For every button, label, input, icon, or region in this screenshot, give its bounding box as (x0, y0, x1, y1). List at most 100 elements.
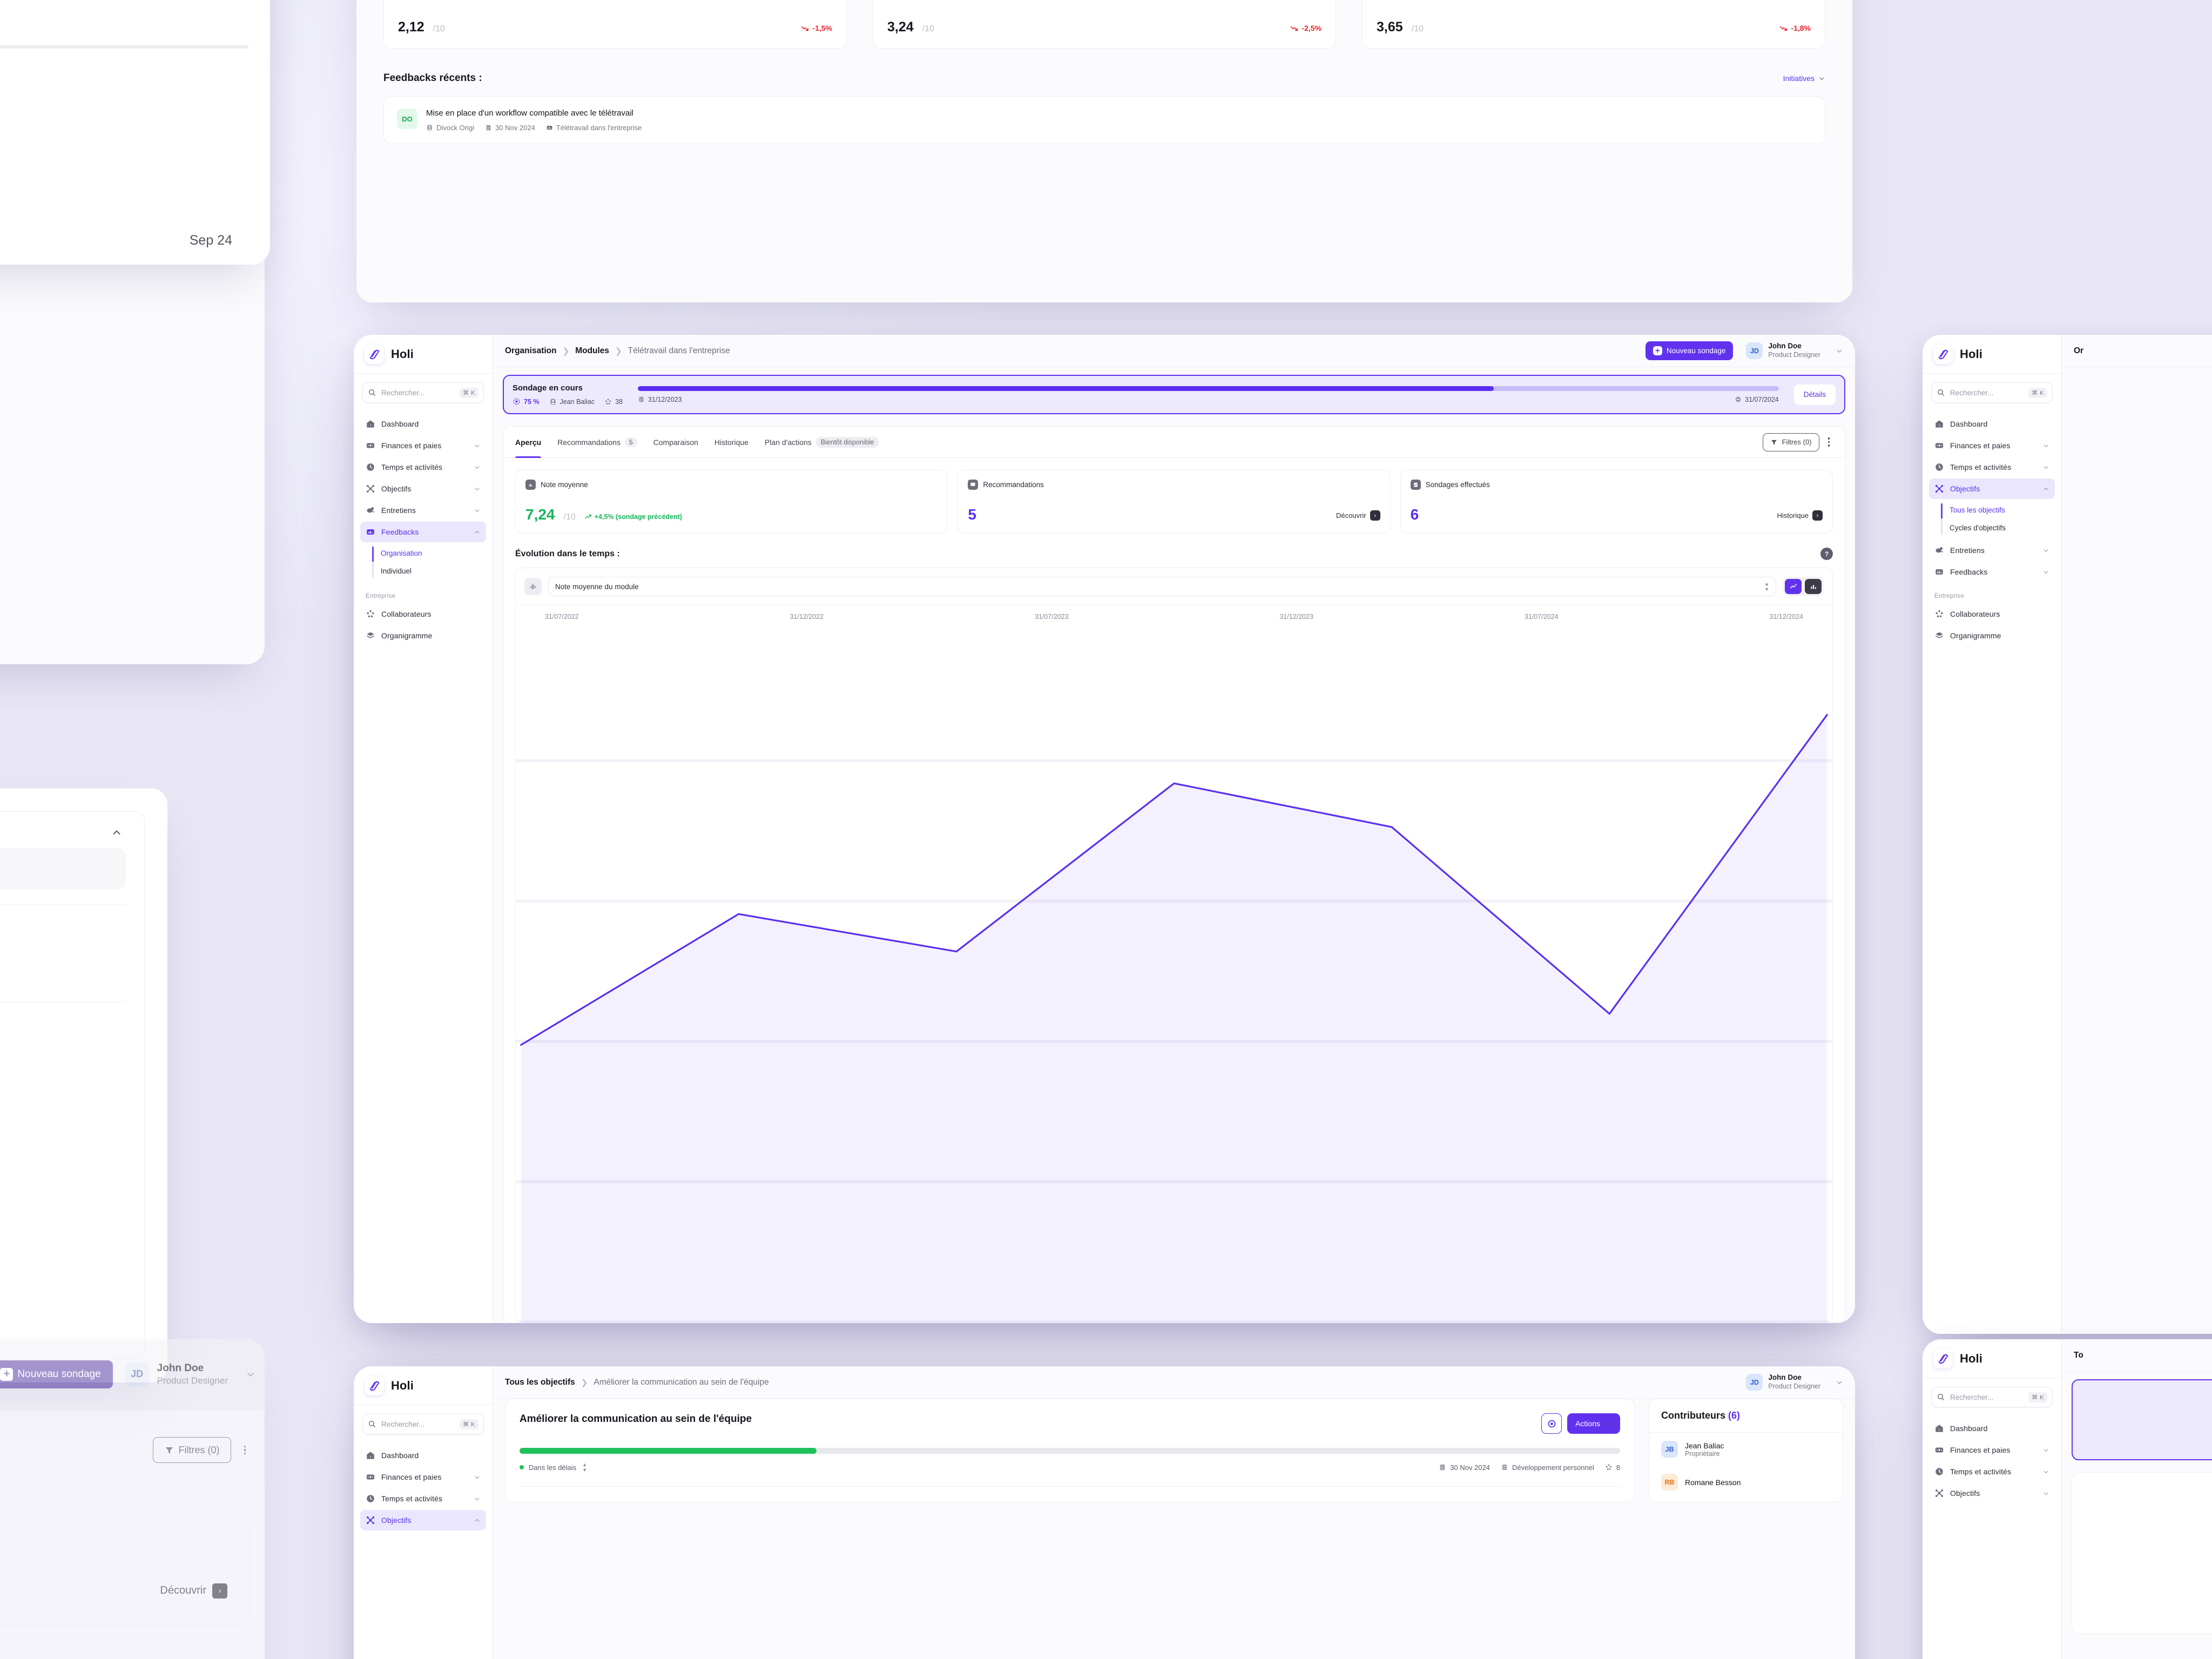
user-icon (426, 124, 433, 131)
sidebar-item-entretiens[interactable]: Entretiens (1929, 540, 2055, 561)
sidebar-item-organisation[interactable]: Organisation (381, 549, 422, 557)
comments-discover-link[interactable]: Découvrir › (160, 1583, 227, 1599)
sidebar-item-feedbacks[interactable]: Feedbacks (360, 522, 486, 542)
search-input[interactable]: Rechercher... ⌘ K (362, 382, 484, 403)
sidebar-item-dashboard[interactable]: Dashboard (360, 1445, 486, 1466)
sidebar-item-dashboard[interactable]: Dashboard (1929, 414, 2055, 434)
list-item[interactable]: RB Romane Besson (1649, 1466, 1843, 1499)
brand-name: Holi (391, 1379, 414, 1392)
user-menu[interactable]: JD John Doe Product Designer (119, 1361, 256, 1387)
search-input[interactable]: Rechercher... ⌘ K (1931, 1387, 2053, 1407)
people-icon (1605, 1464, 1613, 1471)
sidebar-item-temps[interactable]: Temps et activités (360, 457, 486, 477)
help-icon[interactable]: ? (1820, 548, 1833, 560)
sidebar-item-organigramme[interactable]: Organigramme (1929, 625, 2055, 646)
org-icon (1934, 631, 1944, 640)
sidebar-item-finances[interactable]: Finances et paies (1929, 435, 2055, 456)
kpi-title: Sondages effectués (1425, 481, 1490, 489)
survey-banner-fragment[interactable] (2072, 1379, 2212, 1460)
sidebar-item-collaborateurs[interactable]: Collaborateurs (1929, 604, 2055, 624)
more-menu-button[interactable] (241, 1444, 249, 1457)
x-tick: 31/12/2024 (1769, 613, 1803, 621)
actions-button[interactable]: Actions (1567, 1413, 1620, 1434)
metric-select[interactable]: Note moyenne du module ▲ ▼ (548, 577, 1776, 596)
sidebar-item-dashboard[interactable]: Dashboard (1929, 1418, 2055, 1439)
people-icon (1934, 609, 1944, 619)
tab-comparaison[interactable]: Comparaison (653, 437, 698, 447)
tab-historique[interactable]: Historique (714, 437, 748, 447)
sidebar-item-objectifs[interactable]: Objectifs (1929, 478, 2055, 499)
sidebar-item-objectifs[interactable]: Objectifs (360, 1510, 486, 1530)
breadcrumb-mid[interactable]: Modules (575, 346, 610, 355)
avatar: JD (1746, 342, 1763, 359)
sidebar-item-feedbacks[interactable]: Feedbacks (1929, 562, 2055, 582)
objective-target-button[interactable] (1541, 1413, 1562, 1434)
chevron-down-icon (245, 1369, 256, 1380)
tab-recommandations[interactable]: Recommandations 5 (557, 427, 637, 457)
kpi-trend: +4,5% (sondage précédent) (584, 513, 682, 522)
kpi-link-historique[interactable]: Historique › (1777, 510, 1823, 522)
module-card[interactable]: Méthodologie Suivi des objectifs individ… (873, 0, 1336, 49)
module-card[interactable]: Outils en place Intégration des nouveaux… (383, 0, 847, 49)
sidebar-item-collaborateurs[interactable]: Collaborateurs (360, 604, 486, 624)
topbar: Tous les objectifs ❯ Améliorer la commun… (493, 1366, 1855, 1399)
search-placeholder: Rechercher... (1950, 1393, 1994, 1401)
tab-plan-actions[interactable]: Plan d'actions Bientôt disponible (765, 427, 879, 457)
breadcrumb-root[interactable]: Tous les objectifs (505, 1377, 575, 1387)
kpi-title: Recommandations (983, 481, 1044, 489)
sidebar-item-organigramme[interactable]: Organigramme (360, 625, 486, 646)
list-item[interactable]: JB Jean Baliac Propriétaire (1649, 1433, 1843, 1466)
search-input[interactable]: Rechercher... ⌘ K (1931, 382, 2053, 403)
wallet-icon (366, 441, 375, 450)
sidebar-item-finances[interactable]: Finances et paies (1929, 1440, 2055, 1460)
wallet-icon (366, 1472, 375, 1482)
more-menu-button[interactable] (1825, 435, 1833, 449)
sidebar-item-individuel[interactable]: Individuel (381, 567, 412, 575)
sidebar-item-temps[interactable]: Temps et activités (1929, 457, 2055, 477)
survey-participants: 38 (604, 398, 623, 406)
breadcrumb-root[interactable]: Organisation (505, 346, 557, 355)
initiatives-filter[interactable]: Initiatives (1783, 74, 1825, 83)
chevron-down-icon (474, 442, 481, 449)
clock-icon (1934, 1467, 1944, 1476)
breadcrumb-fragment[interactable]: To (2074, 1350, 2083, 1360)
chevron-updown-icon[interactable]: ▲ ▼ (582, 1462, 588, 1473)
sidebar-item-dashboard[interactable]: Dashboard (360, 414, 486, 434)
nav-enterprise: Collaborateurs Organigramme (1923, 604, 2061, 646)
new-survey-button[interactable]: + Nouveau sondage (1645, 341, 1734, 360)
survey-details-button[interactable]: Détails (1793, 384, 1836, 405)
kpi-link-decouvrir[interactable]: Découvrir › (1336, 510, 1380, 522)
bar-chart-toggle[interactable] (1805, 579, 1822, 594)
user-menu[interactable]: JD John Doe Product Designer (1741, 1373, 1843, 1391)
brand: Holi (354, 335, 493, 374)
line-chart-toggle[interactable] (1785, 579, 1802, 594)
sidebar-item-finances[interactable]: Finances et paies (360, 435, 486, 456)
status-badge[interactable]: Dans les délais (529, 1463, 577, 1472)
search-input[interactable]: Rechercher... ⌘ K (362, 1414, 484, 1434)
survey-banner-title: Sondage en cours (512, 383, 583, 393)
filters-button[interactable]: Filtres (0) (1762, 433, 1819, 451)
chevron-up-icon[interactable] (107, 827, 126, 839)
survey-end-date: 31/07/2024 (1735, 396, 1779, 403)
filters-button[interactable]: Filtres (0) (152, 1437, 231, 1463)
sidebar-item-finances[interactable]: Finances et paies (360, 1467, 486, 1487)
feedback-row[interactable]: DO Mise en place d'un workflow compatibl… (383, 96, 1825, 144)
new-survey-button-partial[interactable]: + Nouveau sondage (0, 1360, 113, 1388)
chart-line (521, 715, 1827, 1045)
chevron-down-icon (474, 1495, 481, 1502)
kpi-value: 6 (1410, 506, 1419, 523)
sidebar-item-objectifs[interactable]: Objectifs (360, 478, 486, 499)
home-icon (366, 419, 375, 429)
tab-badge: 5 (624, 437, 637, 447)
sidebar-item-objectifs[interactable]: Objectifs (1929, 1483, 2055, 1503)
filter-toolbar: Filtres (0) (0, 1410, 265, 1491)
sidebar-item-temps[interactable]: Temps et activités (1929, 1461, 2055, 1482)
sidebar-item-cycles-objectifs[interactable]: Cycles d'objectifs (1950, 524, 2006, 532)
sidebar-item-temps[interactable]: Temps et activités (360, 1488, 486, 1509)
tab-apercu[interactable]: Aperçu (515, 427, 542, 458)
sidebar-item-tous-les-objectifs[interactable]: Tous les objectifs (1950, 506, 2005, 514)
module-card[interactable]: Méthodologie Équilibre travail-vie perso… (1362, 0, 1825, 49)
user-menu[interactable]: JD John Doe Product Designer (1741, 342, 1843, 360)
sidebar-item-entretiens[interactable]: Entretiens (360, 500, 486, 521)
breadcrumb-fragment[interactable]: Or (2074, 346, 2084, 355)
